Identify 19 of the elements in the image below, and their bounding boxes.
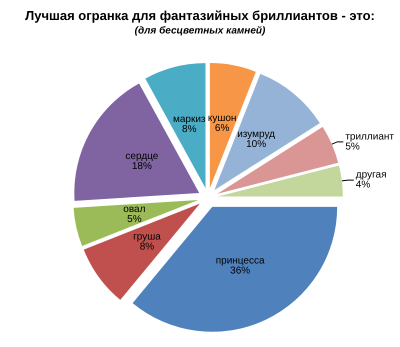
data-label: 36% (230, 266, 250, 277)
chart-subtitle: (для бесцветных камней) (134, 26, 266, 36)
data-label: 5% (345, 141, 360, 152)
data-label: 18% (132, 160, 152, 172)
data-label: 8% (140, 242, 154, 253)
chart-title: Лучшая огранка для фантазийных бриллиантов - это: (25, 8, 375, 23)
data-label: 6% (214, 123, 230, 134)
data-label: 4% (356, 180, 370, 191)
slice-label: принцесса (216, 256, 265, 267)
data-label: 5% (127, 214, 142, 225)
slice-label: сердце (125, 150, 159, 162)
slice-label: триллиант (345, 131, 394, 142)
slice-label: маркиз (172, 114, 206, 126)
data-label: 10% (246, 139, 266, 150)
slice-label: груша (133, 232, 162, 243)
slice-label: изумруд (237, 129, 276, 140)
data-label: 8% (182, 124, 197, 136)
slice-label: другая (356, 170, 387, 181)
slice-label: овал (123, 204, 146, 215)
